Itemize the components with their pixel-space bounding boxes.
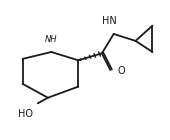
Text: HN: HN — [102, 16, 117, 26]
Text: O: O — [118, 66, 125, 76]
Text: HO: HO — [19, 109, 33, 119]
Text: NH: NH — [45, 35, 57, 44]
